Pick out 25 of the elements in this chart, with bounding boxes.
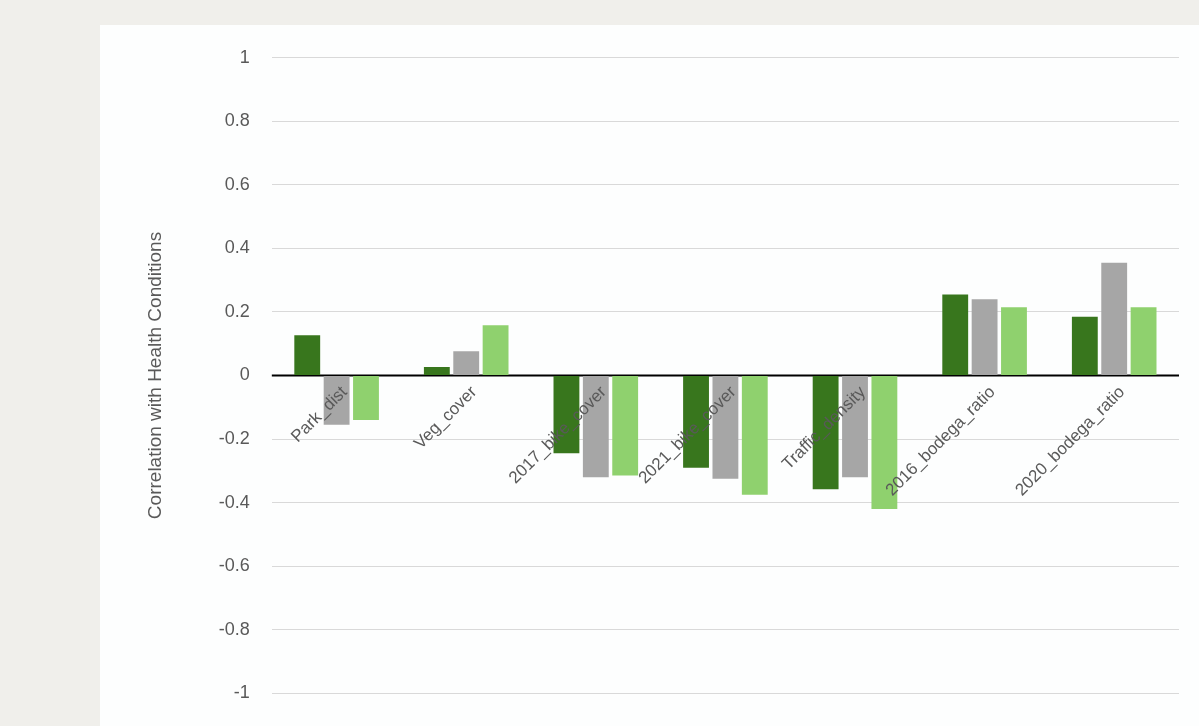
- y-tick-label: -0.2: [218, 428, 250, 449]
- y-tick-label: 0.2: [224, 300, 250, 321]
- bar: [294, 335, 321, 375]
- y-tick-label: 0: [239, 364, 250, 385]
- bar: [971, 299, 998, 375]
- y-tick-label: 1: [239, 46, 250, 67]
- bar: [1130, 307, 1157, 375]
- y-tick-label: -0.6: [218, 555, 250, 576]
- bar: [1071, 316, 1098, 375]
- bar: [942, 294, 969, 375]
- y-tick-label: -0.8: [218, 618, 250, 639]
- bar: [482, 325, 509, 375]
- y-tick-label: -1: [233, 682, 250, 703]
- bar: [1101, 262, 1128, 375]
- bar: [423, 366, 450, 375]
- y-tick-label: 0.4: [224, 237, 250, 258]
- bar: [741, 376, 768, 495]
- bar: [453, 351, 480, 375]
- y-tick-label: 0.8: [224, 110, 250, 131]
- bar: [1001, 307, 1027, 375]
- y-tick-label: 0.6: [224, 173, 250, 194]
- bar: [353, 376, 379, 420]
- y-axis-title: Correlation with Health Conditions: [143, 231, 165, 520]
- y-tick-label: -0.4: [218, 491, 250, 512]
- bar: [612, 376, 639, 476]
